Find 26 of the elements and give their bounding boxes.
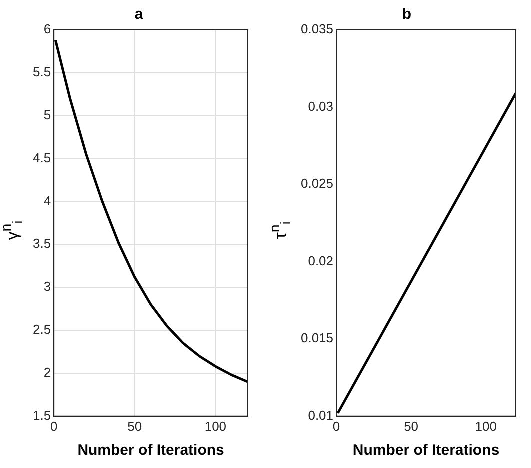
y-tick-label: 0.03: [308, 98, 334, 114]
x-tick-label: 0: [332, 418, 340, 434]
y-tick-label: 2.5: [32, 322, 52, 338]
y-tick-label: 3: [44, 279, 52, 294]
x-axis-title: Number of Iterations: [352, 442, 500, 460]
x-tick-label: 0: [50, 418, 58, 434]
x-tick-label: 50: [128, 418, 142, 434]
y-tick-label: 5.5: [32, 64, 52, 80]
y-tick-label: 1.5: [32, 408, 52, 423]
y-tick-label: 0.02: [308, 253, 334, 268]
y-tick-label: 4.5: [32, 150, 52, 166]
y-tick-label: 4: [44, 193, 52, 208]
y-tick-label: 3.5: [32, 236, 52, 252]
x-axis-title: Number of Iterations: [78, 442, 224, 460]
x-tick-label: 50: [404, 418, 419, 434]
y-tick-label: 5: [44, 107, 52, 122]
y-tick-label: 0.035: [300, 22, 334, 37]
y-tick-label: 6: [44, 22, 52, 37]
y-tick-label: 0.025: [300, 176, 334, 192]
y-tick-label: 0.015: [300, 330, 334, 346]
chart-title: b: [402, 6, 412, 24]
chart-title: a: [134, 6, 144, 24]
x-tick-label: 100: [204, 418, 227, 434]
y-tick-label: 0.01: [308, 408, 334, 423]
x-tick-label: 100: [475, 418, 497, 434]
y-tick-label: 2: [44, 365, 52, 380]
